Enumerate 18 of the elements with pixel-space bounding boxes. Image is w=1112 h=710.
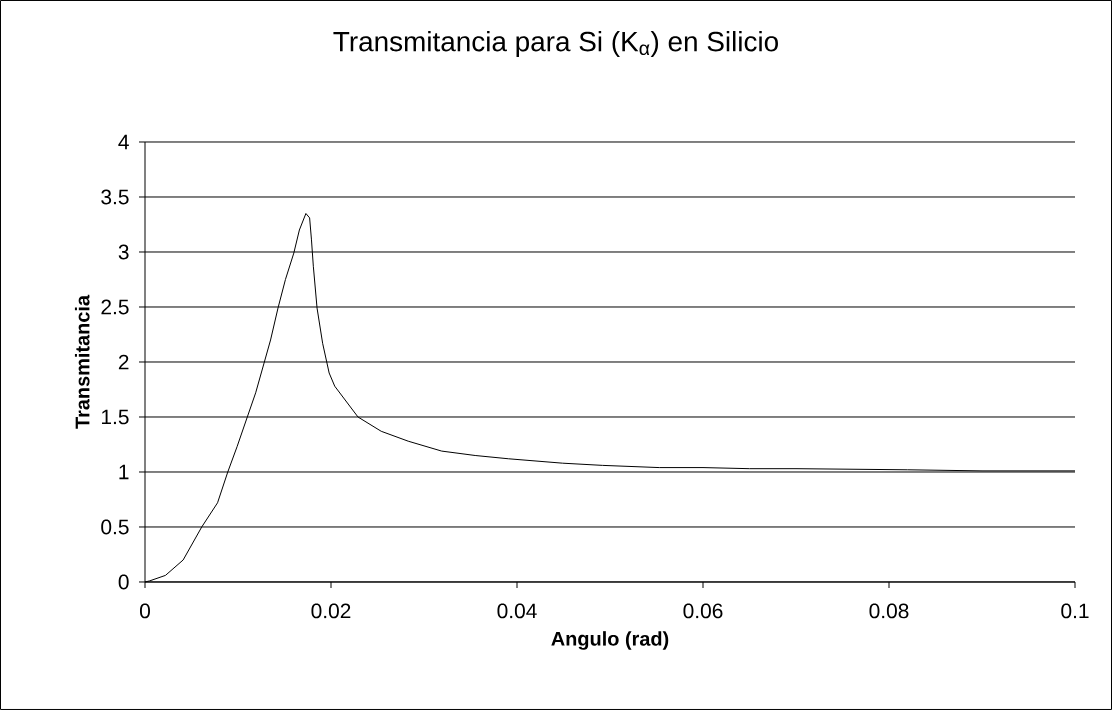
y-tick-label: 2	[118, 354, 129, 370]
y-tick-label: 3	[118, 244, 129, 260]
y-tick-label: 0.5	[101, 519, 129, 535]
y-tick-label: 3.5	[101, 189, 129, 205]
y-tick-label: 1.5	[102, 409, 129, 425]
y-axis-title: Transmitancia	[74, 294, 90, 429]
x-tick-label: 0.04	[497, 603, 537, 619]
y-tick-label: 4	[118, 134, 129, 150]
x-tick-label: 0.02	[311, 603, 351, 619]
x-tick-label: 0.1	[1061, 603, 1089, 619]
y-tick-label: 2.5	[101, 299, 129, 315]
x-tick-label: 0.08	[869, 603, 909, 619]
x-axis-title: Angulo (rad)	[551, 631, 669, 650]
chart-title: Transmitancia para Si (K$_{α}$) en Silicio	[333, 31, 778, 57]
x-tick-label: 0.06	[683, 603, 723, 619]
y-tick-label: 1	[119, 464, 129, 480]
x-tick-label: 0	[140, 603, 150, 619]
y-tick-label: 0	[118, 574, 129, 590]
